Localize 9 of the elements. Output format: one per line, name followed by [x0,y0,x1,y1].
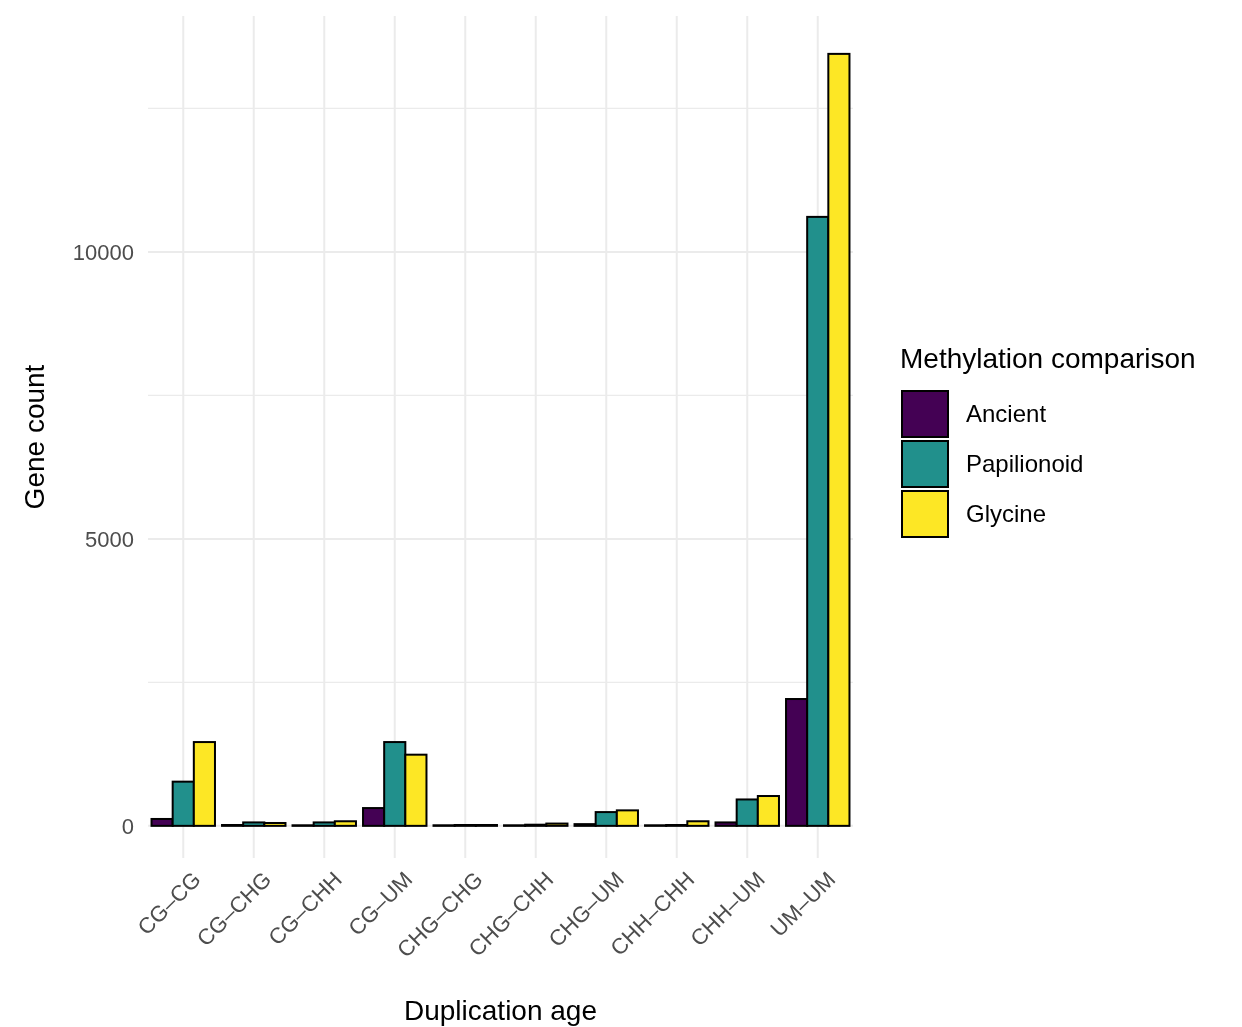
legend-label: Papilionoid [966,450,1084,478]
y-tick-label: 10000 [72,239,134,265]
legend-label: Glycine [966,500,1047,528]
legend-title: Methylation comparison [900,343,1196,374]
y-tick-label: 0 [121,813,134,839]
y-axis-title: Gene count [19,364,50,510]
y-tick-label: 5000 [85,526,134,552]
x-axis-title: Duplication age [403,995,598,1026]
legend-label: Ancient [966,400,1047,428]
